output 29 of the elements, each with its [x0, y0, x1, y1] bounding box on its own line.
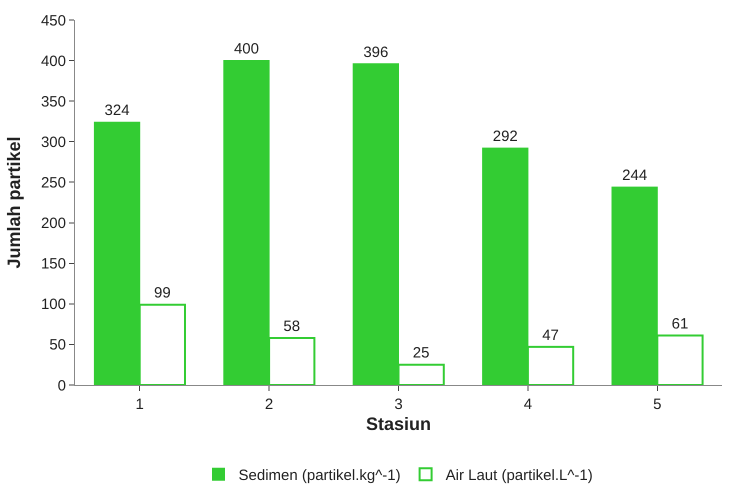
x-tick-label: 1 — [136, 396, 144, 413]
y-tick-label: 300 — [40, 134, 66, 151]
data-label: 58 — [283, 318, 300, 335]
data-label: 292 — [492, 128, 518, 146]
x-axis-title: Stasiun — [366, 414, 432, 434]
data-label: 47 — [542, 326, 559, 344]
legend-label: Sedimen (partikel.kg^-1) — [238, 467, 401, 484]
y-tick-label: 450 — [40, 12, 66, 30]
x-tick-label: 3 — [394, 396, 403, 413]
x-tick-label: 4 — [524, 396, 532, 413]
y-tick-label: 200 — [40, 215, 66, 232]
data-label: 244 — [622, 167, 648, 184]
x-tick-label: 5 — [653, 396, 662, 413]
y-tick-label: 0 — [58, 377, 66, 394]
y-axis-title: Jumlah partikel — [4, 136, 24, 269]
y-tick-label: 350 — [40, 93, 66, 110]
y-tick-label: 250 — [40, 174, 66, 192]
data-label: 324 — [104, 102, 130, 120]
data-label: 61 — [672, 316, 688, 333]
y-tick-label: 100 — [40, 296, 66, 314]
data-label: 400 — [234, 40, 259, 58]
data-label: 99 — [154, 284, 171, 302]
legend-label: Air Laut (partikel.L^-1) — [446, 467, 593, 484]
y-tick-label: 150 — [40, 256, 66, 273]
data-label: 396 — [363, 44, 388, 61]
y-tick-label: 50 — [49, 336, 66, 354]
x-tick-label: 2 — [264, 396, 274, 413]
data-label: 25 — [412, 344, 430, 362]
y-tick-label: 400 — [40, 52, 66, 70]
